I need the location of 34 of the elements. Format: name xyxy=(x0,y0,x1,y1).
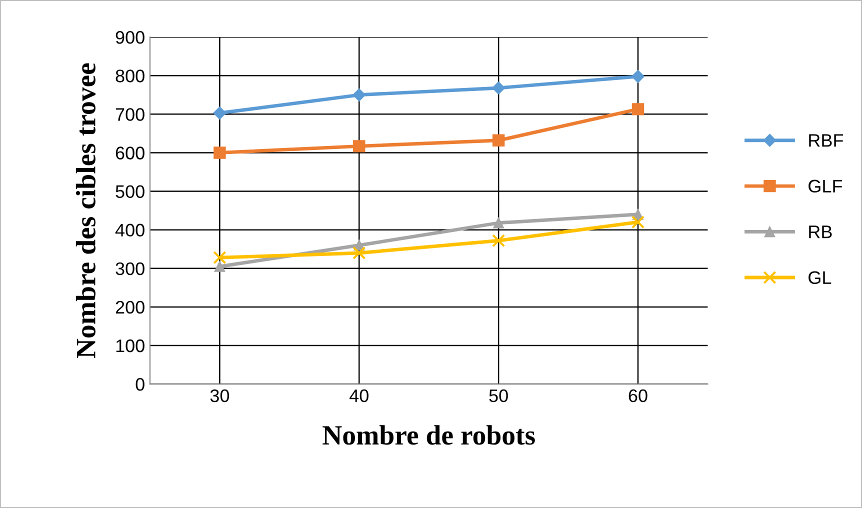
y-tick-label: 700 xyxy=(116,108,144,121)
y-tick-label: 200 xyxy=(116,300,144,314)
y-tick-label: 900 xyxy=(116,31,144,44)
x-tick-label: 30 xyxy=(210,389,230,402)
y-tick-label: 500 xyxy=(116,185,144,198)
point xyxy=(631,216,645,229)
y-tick-label: 600 xyxy=(116,146,144,160)
legend-label: RBF xyxy=(809,134,844,147)
x-tick-label: 60 xyxy=(628,389,648,402)
y-axis-title: Nombre des cibles trovee xyxy=(76,63,96,358)
point xyxy=(214,146,226,159)
legend-label: RB xyxy=(809,226,832,238)
legend-label: GL xyxy=(808,271,832,284)
x-tick-label: 40 xyxy=(350,389,368,402)
point xyxy=(492,134,505,147)
y-tick-label: 0 xyxy=(136,378,144,391)
x-tick-label: 50 xyxy=(489,389,508,402)
point xyxy=(213,106,226,120)
point xyxy=(492,234,506,248)
point xyxy=(352,88,366,102)
point xyxy=(632,70,644,83)
x-axis-title: Nombre de robots xyxy=(322,425,535,445)
y-tick-label: 800 xyxy=(116,70,144,82)
legend-label: GLF xyxy=(808,180,842,193)
y-tick-label: 400 xyxy=(115,224,144,237)
point xyxy=(492,82,506,94)
point xyxy=(353,140,366,152)
y-tick-label: 300 xyxy=(116,262,144,276)
point xyxy=(493,217,504,228)
point xyxy=(352,246,366,260)
y-tick-label: 100 xyxy=(116,339,144,352)
point xyxy=(213,251,226,264)
point xyxy=(632,103,644,116)
point xyxy=(214,261,226,272)
